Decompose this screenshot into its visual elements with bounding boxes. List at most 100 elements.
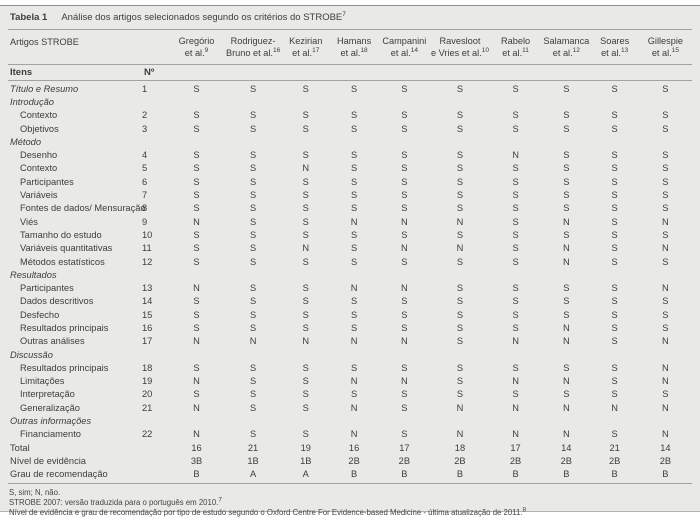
row-number: 9: [142, 216, 148, 227]
cell-value: S: [249, 389, 257, 400]
cell-value: S: [350, 229, 358, 240]
row-label: Variáveis: [20, 190, 58, 201]
table-row: Participantes 13 N S S N N S S S S N: [8, 281, 692, 294]
cell-value: N: [302, 163, 310, 174]
cell-value: S: [611, 123, 618, 134]
cell-value: S: [662, 150, 669, 161]
row-number: 1: [142, 83, 148, 94]
cell-value: N: [350, 216, 358, 227]
reference-superscript: 18: [360, 46, 368, 54]
cell-value: S: [611, 296, 618, 307]
row-number: 14: [142, 296, 153, 307]
row-label: Dados descritivos: [20, 296, 94, 307]
cell-value: S: [193, 203, 200, 214]
cell-value: S: [193, 123, 200, 134]
cell-value: N: [512, 429, 519, 440]
cell-value: N: [512, 402, 519, 413]
reference-superscript: 8: [522, 506, 527, 514]
study-column-header: Ravesloot e Vries et al.10: [430, 36, 489, 58]
cell-value: 21: [247, 442, 259, 453]
cell-value: N: [401, 283, 408, 294]
cell-value: S: [611, 256, 618, 267]
cell-value: S: [611, 243, 618, 254]
cell-value: S: [193, 389, 200, 400]
cell-value: N: [401, 376, 408, 387]
cell-value: S: [193, 150, 200, 161]
cell-value: S: [512, 296, 519, 307]
table-row: Resultados principais 16 S S S S S S S N S S: [8, 321, 692, 334]
cell-value: S: [401, 389, 408, 400]
table-row: Grau de recomendação B A A B B B B B B B: [8, 468, 692, 481]
cell-value: S: [456, 256, 464, 267]
cell-value: S: [662, 163, 669, 174]
cell-value: S: [302, 376, 309, 387]
cell-value: S: [193, 322, 200, 333]
cell-value: 16: [348, 442, 360, 453]
cell-value: S: [302, 176, 309, 187]
cell-value: N: [350, 402, 358, 413]
cell-value: S: [563, 123, 570, 134]
cell-value: S: [302, 429, 309, 440]
row-number: 3: [142, 123, 148, 134]
cell-value: N: [401, 216, 408, 227]
cell-value: S: [350, 296, 358, 307]
table-row: Generalização 21 N S S N S N N N N N: [8, 401, 692, 414]
cell-value: S: [611, 362, 618, 373]
cell-value: S: [302, 402, 309, 413]
cell-value: S: [563, 389, 570, 400]
cell-value: 14: [660, 442, 671, 453]
cell-value: S: [563, 83, 570, 94]
cell-value: B: [350, 469, 358, 480]
row-label: Resultados: [10, 269, 57, 280]
cell-value: 18: [454, 442, 466, 453]
row-number: 8: [142, 203, 148, 214]
row-label: Título e Resumo: [10, 83, 79, 94]
row-label: Resultados principais: [20, 362, 109, 373]
reference-superscript: 12: [572, 46, 580, 54]
cell-value: S: [249, 203, 257, 214]
cell-value: N: [662, 216, 669, 227]
cell-value: S: [249, 362, 257, 373]
cell-value: 2B: [398, 455, 411, 466]
table-body: Título e Resumo 1 S S S S S S S S S S Introdução Cont…: [8, 81, 692, 481]
cell-value: S: [456, 110, 464, 121]
row-number: 6: [142, 176, 148, 187]
artigos-strobe-header: Artigos STROBE: [10, 37, 79, 47]
reference-superscript: 17: [312, 46, 320, 54]
table-row: Viés 9 N S S N N N S N S N: [8, 215, 692, 228]
cell-value: S: [193, 190, 200, 201]
row-label: Nível de evidência: [10, 455, 86, 466]
cell-value: B: [401, 469, 408, 480]
table-row: Interpretação 20 S S S S S S S S S S: [8, 388, 692, 401]
cell-value: S: [249, 123, 257, 134]
cell-value: S: [563, 229, 570, 240]
cell-value: N: [662, 376, 669, 387]
cell-value: S: [611, 389, 618, 400]
reference-superscript: 16: [272, 46, 281, 54]
cell-value: S: [302, 216, 309, 227]
cell-value: S: [249, 243, 257, 254]
cell-value: S: [401, 309, 408, 320]
cell-value: S: [662, 123, 669, 134]
table-row: Título e Resumo 1 S S S S S S S S S S: [8, 82, 692, 95]
cell-value: S: [193, 243, 200, 254]
cell-value: S: [563, 296, 570, 307]
cell-value: S: [249, 256, 257, 267]
cell-value: S: [611, 309, 618, 320]
row-number: 10: [142, 229, 153, 240]
cell-value: N: [193, 283, 200, 294]
cell-value: S: [401, 190, 408, 201]
cell-value: S: [193, 110, 200, 121]
cell-value: 2B: [608, 455, 621, 466]
row-number: 15: [142, 309, 153, 320]
cell-value: S: [512, 309, 519, 320]
cell-value: S: [611, 229, 618, 240]
cell-value: S: [662, 322, 669, 333]
table-row: Variáveis 7 S S S S S S S S S S: [8, 188, 692, 201]
cell-value: S: [512, 362, 519, 373]
table-row: Dados descritivos 14 S S S S S S S S S S: [8, 295, 692, 308]
table-row: Limitações 19 N S S N N S N N S N: [8, 375, 692, 388]
cell-value: 19: [300, 442, 311, 453]
cell-value: S: [611, 176, 618, 187]
table-title: Tabela 1 Análise dos artigos selecionado…: [8, 6, 692, 30]
